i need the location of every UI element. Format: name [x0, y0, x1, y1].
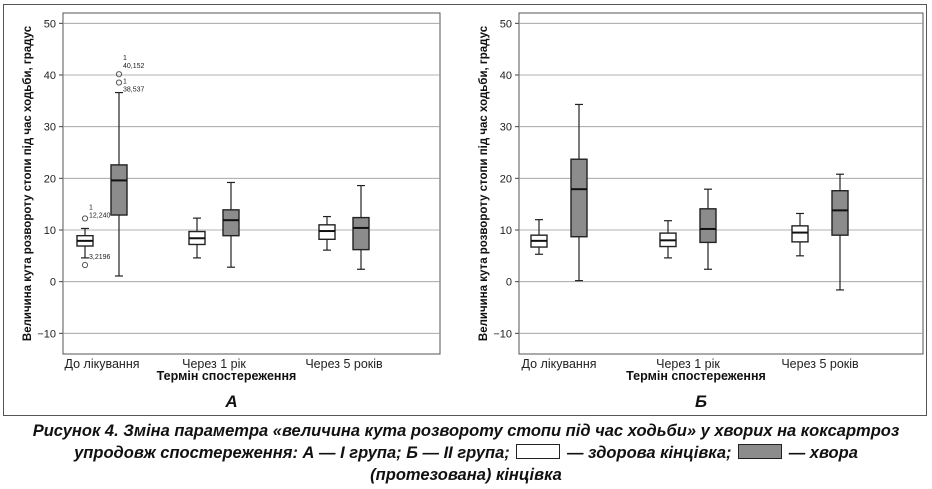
- box-body: [222, 209, 240, 237]
- chart-panel-1: −10 0 10 20 30 40 50 Величина кута розвороту ст…: [22, 12, 441, 411]
- box-sick: [831, 173, 849, 291]
- box-body: [699, 208, 717, 244]
- x-axis-title: Термін спостереження: [157, 369, 297, 383]
- y-tick-label: 20: [500, 173, 512, 185]
- outlier-label: 40,152: [123, 63, 145, 70]
- y-tick-label: −10: [493, 328, 512, 340]
- x-category-label: Через 1 рік: [182, 357, 246, 371]
- legend-label-healthy: — здорова кінцівка;: [566, 444, 732, 462]
- outlier-point: [81, 215, 89, 222]
- figure-caption: Рисунок 4. Зміна параметра «величина кут…: [0, 420, 932, 486]
- box-body: [352, 216, 370, 251]
- outlier-label: 38,537: [123, 87, 145, 94]
- x-category-label: Через 1 рік: [656, 357, 720, 371]
- y-tick-label: 20: [44, 173, 56, 185]
- x-category-label: До лікування: [65, 357, 140, 371]
- y-tick-label: −10: [37, 328, 56, 340]
- outlier-point: [115, 71, 123, 78]
- box-sick: [352, 184, 370, 270]
- figure-frame: −10 0 10 20 30 40 50 Величина кута розвороту ст…: [3, 4, 927, 416]
- box-body: [110, 164, 128, 216]
- y-tick-label: 0: [506, 277, 512, 289]
- outlier-label: 12,240: [89, 212, 111, 219]
- outlier-label: 1: [89, 204, 93, 211]
- outlier-point: [115, 79, 123, 86]
- outlier-label: 3,2196: [89, 254, 111, 261]
- outlier-label: 1: [123, 55, 127, 62]
- box-body: [570, 158, 588, 238]
- box-body: [318, 224, 336, 240]
- x-category-label: Через 5 років: [781, 357, 859, 371]
- box-sick: [699, 188, 717, 270]
- outlier-point: [81, 261, 89, 269]
- y-tick-label: 10: [44, 225, 56, 237]
- y-tick-label: 30: [44, 122, 56, 134]
- y-axis-title: Величина кута розвороту стопи під час хо…: [22, 25, 34, 341]
- box-sick: [222, 181, 240, 268]
- y-tick-label: 50: [44, 18, 56, 30]
- chart-panel-2: −10 0 10 20 30 40 50 Величина кута розвороту ст…: [478, 12, 924, 411]
- box-sick: [110, 91, 128, 277]
- panel-label: А: [224, 392, 237, 411]
- box-healthy: [318, 215, 336, 251]
- box-healthy: [76, 227, 94, 259]
- box-body: [791, 225, 809, 243]
- legend-swatch-sick: [738, 444, 783, 459]
- y-tick-label: 30: [500, 122, 512, 134]
- caption-line-1: Рисунок 4. Зміна параметра «величина кут…: [32, 422, 900, 440]
- panel-label: Б: [695, 392, 707, 411]
- outlier-label: 1: [123, 79, 127, 86]
- box-sick: [570, 103, 588, 282]
- box-healthy: [530, 219, 548, 255]
- box-healthy: [791, 212, 809, 257]
- caption-line-2: упродовж спостереження: А — І група; Б —…: [74, 444, 510, 462]
- legend-label-sick: — хвора: [788, 444, 858, 462]
- box-body: [831, 190, 849, 236]
- x-axis-title: Термін спостереження: [626, 369, 766, 383]
- y-axis-title: Величина кута розвороту стопи під час хо…: [478, 25, 490, 341]
- caption-line-3: (протезована) кінцівка: [370, 466, 562, 484]
- plot-area-frame: [518, 12, 924, 355]
- x-category-label: Через 5 років: [305, 357, 383, 371]
- y-tick-label: 50: [500, 18, 512, 30]
- y-tick-label: 40: [44, 70, 56, 82]
- y-tick-label: 40: [500, 70, 512, 82]
- legend-swatch-healthy: [516, 444, 561, 459]
- box-healthy: [659, 220, 677, 259]
- box-healthy: [188, 217, 206, 259]
- y-tick-label: 10: [500, 225, 512, 237]
- x-category-label: До лікування: [522, 357, 597, 371]
- y-tick-label: 0: [50, 277, 56, 289]
- plot-area-frame: [62, 12, 441, 355]
